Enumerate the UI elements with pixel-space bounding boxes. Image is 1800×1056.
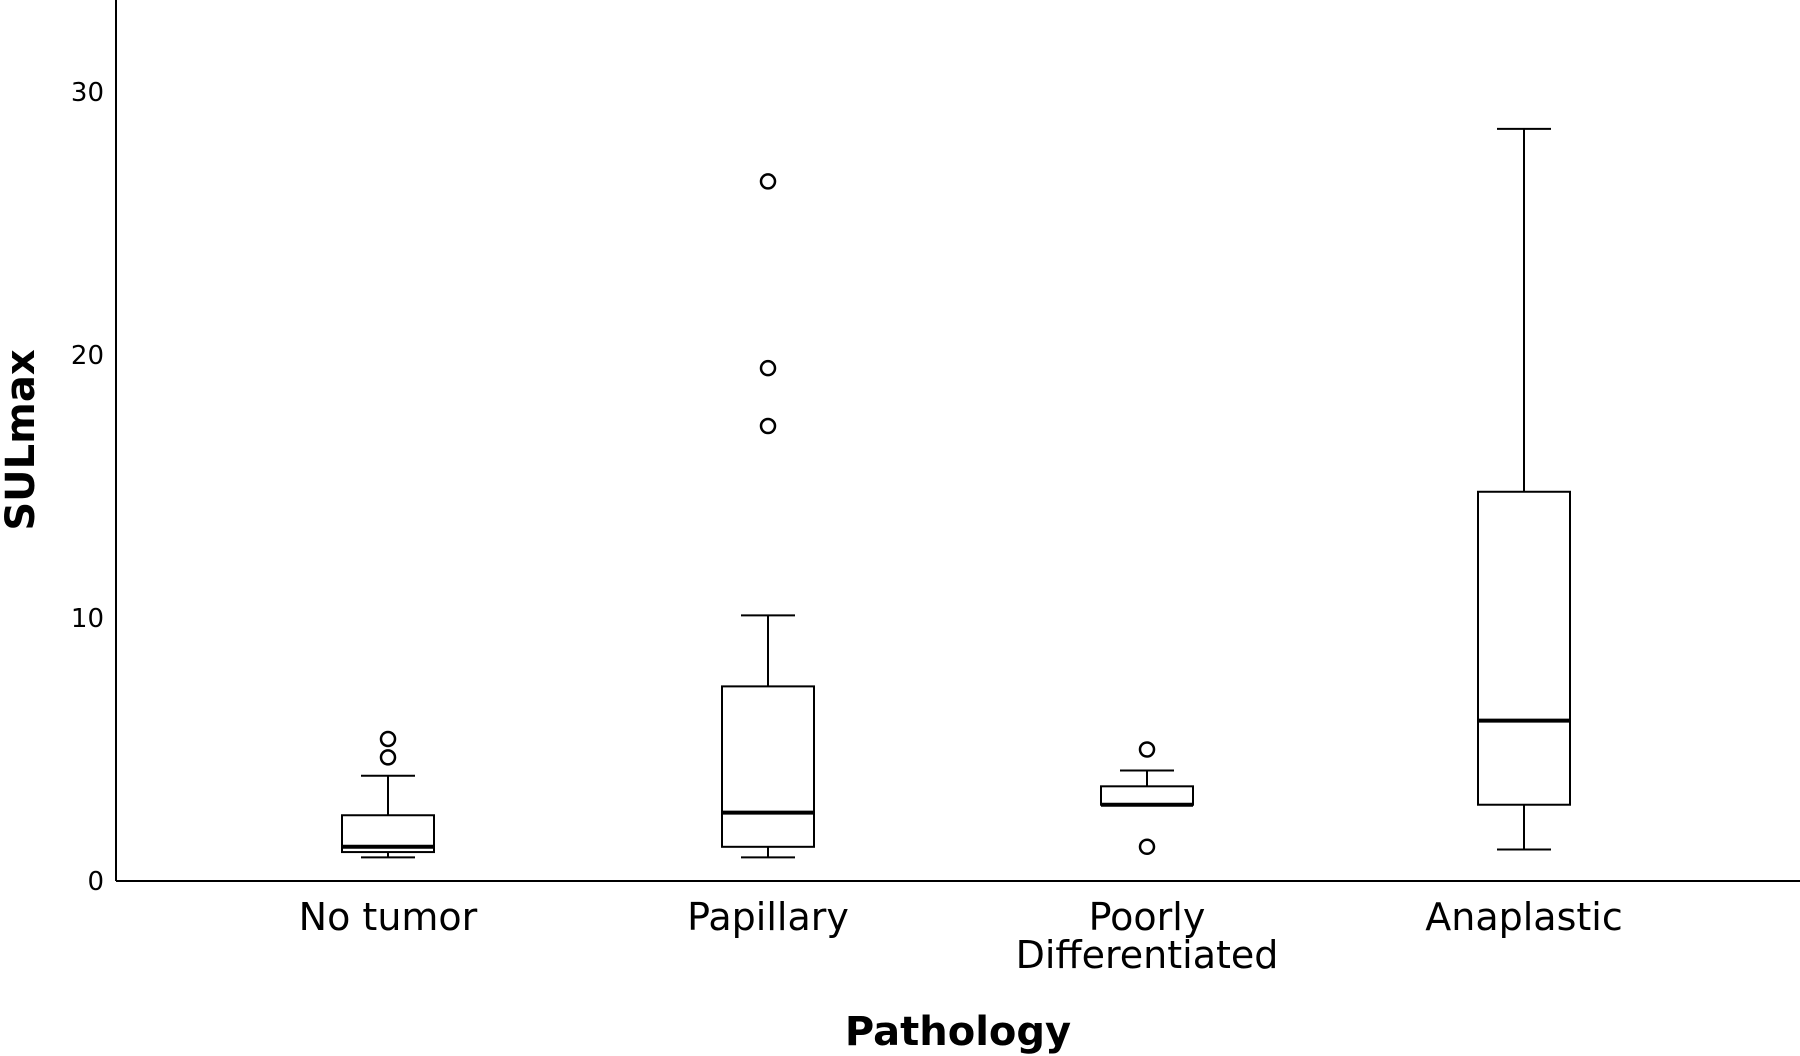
box-group (721, 173, 815, 859)
y-tick-label: 10 (71, 604, 104, 634)
x-category-label-line: Differentiated (1016, 933, 1279, 977)
x-category-label: Poorly Differentiated (1016, 895, 1279, 977)
y-tick-labels: 0 10 20 30 (71, 78, 104, 897)
outlier-point (379, 749, 397, 766)
outlier-point (1138, 741, 1156, 758)
outlier-point (379, 730, 397, 748)
iqr-box (721, 685, 815, 848)
x-category-label: No tumor (299, 895, 478, 939)
y-tick-label: 20 (71, 341, 104, 371)
x-category-label-line: Anaplastic (1425, 895, 1622, 939)
box-group (1100, 741, 1194, 856)
box-group (1477, 127, 1571, 851)
x-category-labels: No tumor Papillary Poorly Differentiated Ana… (299, 895, 1623, 977)
outlier-point (1138, 838, 1156, 856)
y-tick-label: 30 (71, 78, 104, 108)
iqr-box (1477, 490, 1571, 806)
axes (115, 0, 1800, 882)
outlier-point (759, 359, 777, 377)
x-category-label-line: Papillary (687, 895, 849, 939)
outlier-point (759, 173, 777, 190)
iqr-box (1100, 785, 1194, 806)
x-category-label-line: Poorly (1089, 895, 1206, 939)
outlier-point (759, 417, 777, 435)
x-category-label: Anaplastic (1425, 895, 1622, 939)
box-series (341, 127, 1571, 859)
y-axis-title: SULmax (0, 349, 44, 530)
x-category-label-line: No tumor (299, 895, 478, 939)
y-tick-label: 0 (87, 867, 104, 897)
box-group (341, 730, 435, 859)
x-category-label: Papillary (687, 895, 849, 939)
x-axis-title: Pathology (845, 1009, 1071, 1055)
